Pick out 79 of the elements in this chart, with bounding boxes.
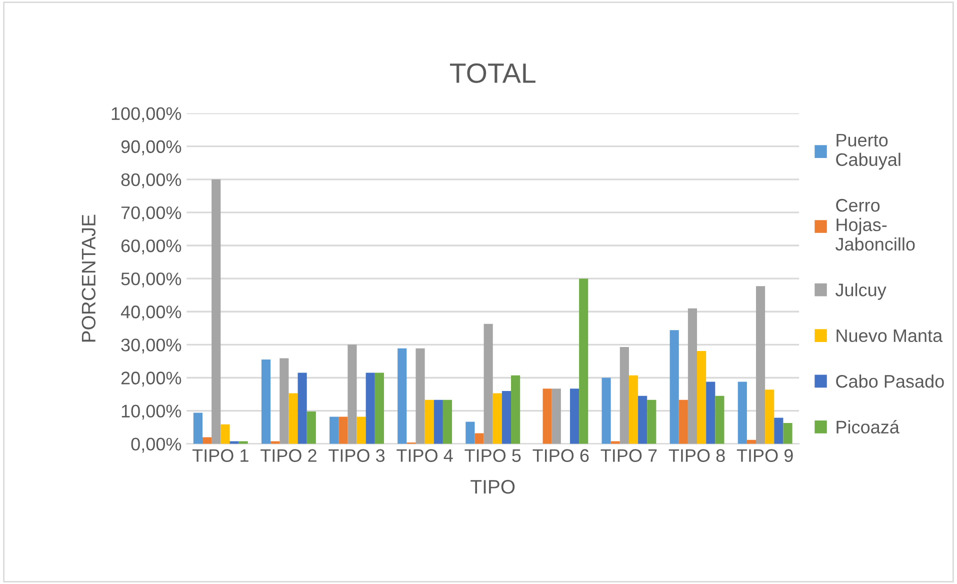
bar xyxy=(193,412,202,444)
y-tick-label: 100,00% xyxy=(112,107,182,122)
x-axis-title: TIPO xyxy=(470,480,515,494)
x-tick-label: TIPO 6 xyxy=(532,449,589,462)
bar xyxy=(647,400,656,444)
y-tick-label: 90,00% xyxy=(121,140,182,156)
bar xyxy=(579,278,588,444)
y-tick-label: 30,00% xyxy=(121,338,182,354)
legend-label: Cabo Pasado xyxy=(836,374,944,388)
y-tick-label: 50,00% xyxy=(121,272,182,288)
bar xyxy=(366,372,375,444)
legend-label: Puerto Cabuyal xyxy=(836,134,900,170)
bar xyxy=(288,393,298,444)
bar xyxy=(270,441,280,444)
bar xyxy=(570,388,580,444)
x-tick-label: TIPO 8 xyxy=(668,449,725,462)
bar xyxy=(398,348,407,444)
bar xyxy=(356,416,366,444)
bar xyxy=(628,375,638,444)
legend-label: Julcuy xyxy=(835,283,886,300)
bar xyxy=(511,375,520,444)
x-tick-label: TIPO 1 xyxy=(192,449,248,462)
bar xyxy=(348,344,357,444)
y-tick-label: 0,00% xyxy=(131,438,182,453)
bar xyxy=(783,423,792,444)
x-tick-label: TIPO 7 xyxy=(600,449,657,462)
bar xyxy=(466,422,475,444)
x-tick-label: TIPO 5 xyxy=(464,449,521,462)
bar xyxy=(261,360,271,444)
bar xyxy=(434,400,443,444)
y-tick-label: 20,00% xyxy=(121,372,182,387)
y-tick-label: 80,00% xyxy=(121,173,182,188)
x-tick-label: TIPO 4 xyxy=(396,449,453,462)
bar xyxy=(688,308,698,444)
bar xyxy=(238,441,248,444)
bar xyxy=(502,390,512,444)
bar xyxy=(338,416,348,444)
y-tick-label: 60,00% xyxy=(121,239,182,254)
legend-label: Cerro Hojas-Jaboncillo xyxy=(835,198,915,251)
bar xyxy=(620,346,629,444)
bar xyxy=(202,437,212,444)
bar xyxy=(416,348,425,444)
y-axis-title: PORCENTAJE xyxy=(82,214,96,342)
bar xyxy=(756,286,766,444)
bar xyxy=(765,390,774,444)
bar xyxy=(212,179,221,444)
chart-title: TOTAL xyxy=(450,63,536,84)
bar xyxy=(442,400,452,444)
bar xyxy=(542,388,552,444)
y-tick-label: 10,00% xyxy=(122,404,182,420)
bar xyxy=(706,382,716,444)
bar xyxy=(306,411,316,444)
bar xyxy=(230,441,239,444)
bar xyxy=(492,393,502,444)
bar xyxy=(610,441,620,444)
y-tick-label: 70,00% xyxy=(121,206,182,222)
bar xyxy=(774,418,784,444)
x-tick-label: TIPO 2 xyxy=(260,449,316,462)
x-tick-label: TIPO 3 xyxy=(328,449,385,462)
x-tick-label: TIPO 9 xyxy=(736,449,793,462)
bar xyxy=(298,372,307,444)
bar xyxy=(678,400,688,444)
bar xyxy=(374,372,384,444)
bar xyxy=(280,358,289,444)
bar xyxy=(715,396,724,444)
bar xyxy=(602,378,611,444)
y-tick-label: 40,00% xyxy=(120,306,182,320)
bar xyxy=(330,416,339,444)
bar xyxy=(424,400,434,444)
bar xyxy=(484,324,493,444)
bar xyxy=(697,350,706,444)
legend-label: Picoazá xyxy=(836,420,900,434)
bar xyxy=(670,330,679,444)
bar xyxy=(638,396,648,444)
legend-label: Nuevo Manta xyxy=(836,329,943,342)
bar xyxy=(220,424,230,444)
bar xyxy=(474,433,484,444)
bar xyxy=(738,382,747,444)
bar xyxy=(552,388,561,444)
